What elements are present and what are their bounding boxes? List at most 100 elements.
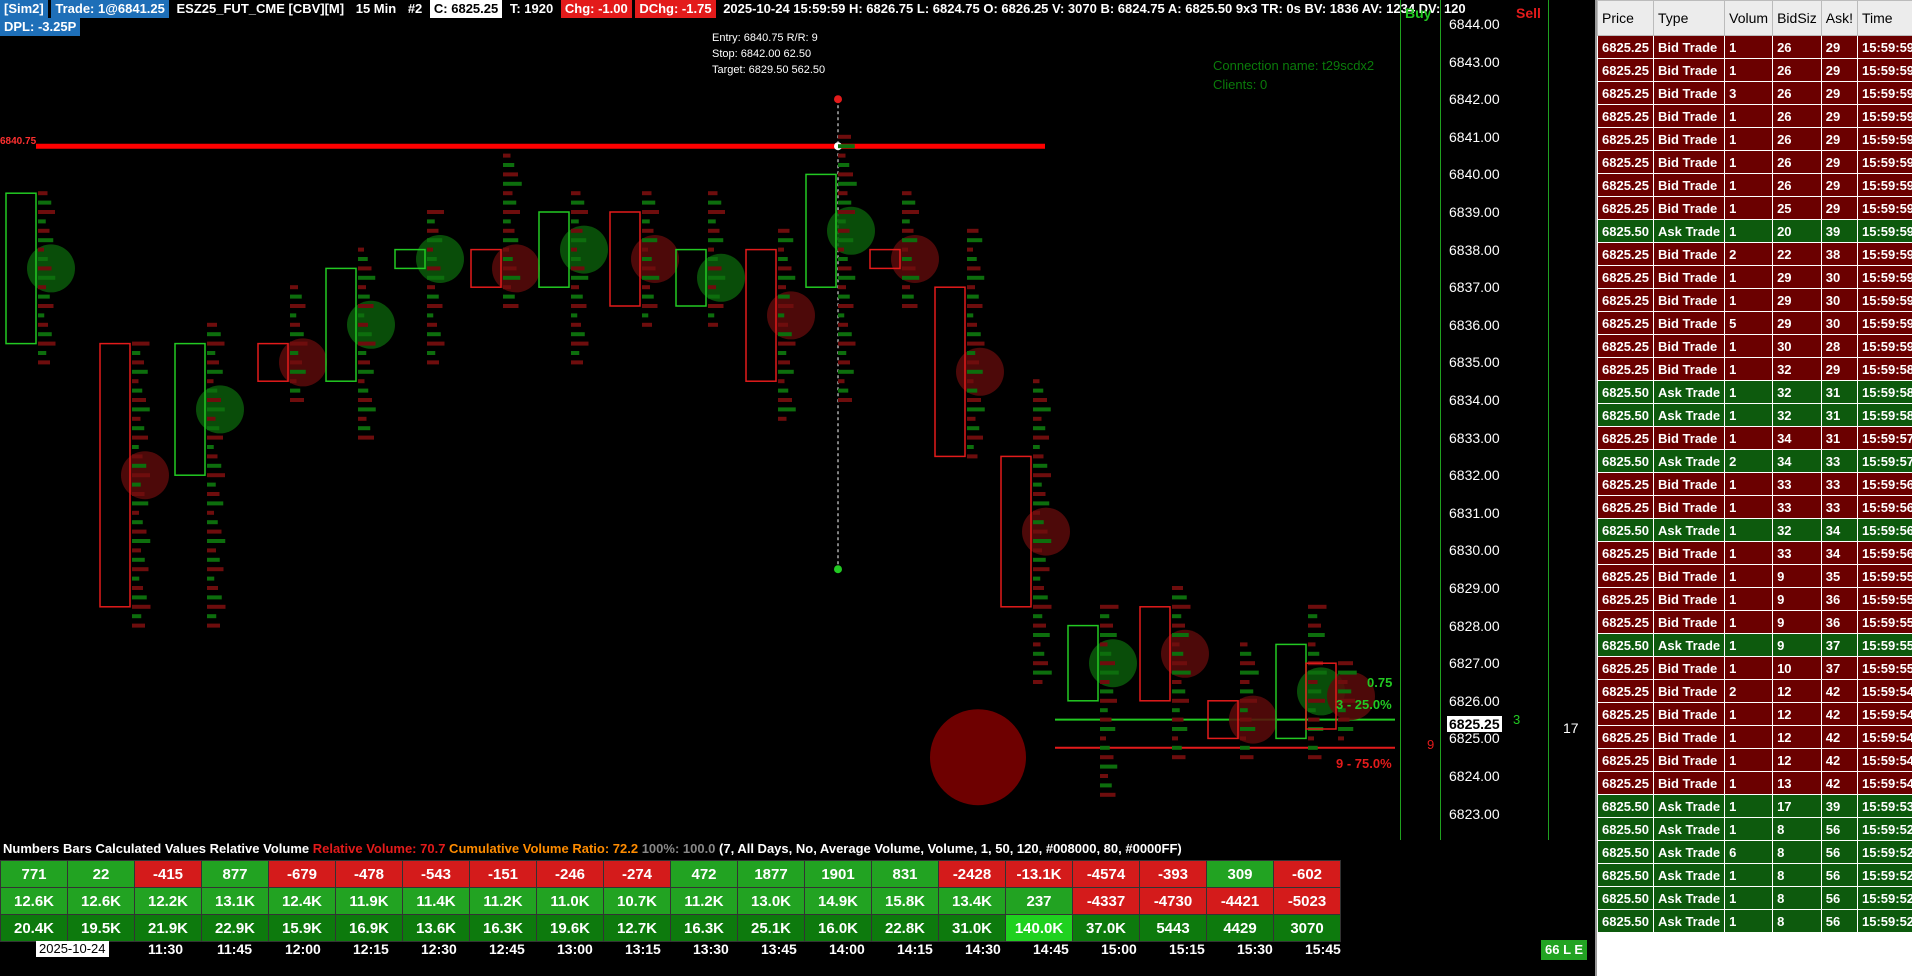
volume-profile-bar [132, 407, 150, 412]
volume-profile-bar [708, 313, 715, 318]
tns-row[interactable]: 6825.25 Bid Trade 1 29 30 15:59:59 [1597, 265, 1912, 289]
tns-row[interactable]: 6825.25 Bid Trade 1 25 29 15:59:59 [1597, 196, 1912, 220]
tns-row[interactable]: 6825.25 Bid Trade 1 30 28 15:59:59 [1597, 334, 1912, 358]
tns-row[interactable]: 6825.50 Ask Trade 1 32 31 15:59:58 [1597, 380, 1912, 404]
tns-header-asksize[interactable]: Ask! [1820, 0, 1859, 36]
volume-profile-bar [1240, 745, 1250, 750]
tns-row[interactable]: 6825.50 Ask Trade 1 8 56 15:59:52 [1597, 886, 1912, 910]
account-tag[interactable]: [Sim2] [0, 0, 48, 18]
volume-profile-bar [427, 294, 439, 299]
tns-type: Bid Trade [1652, 35, 1726, 59]
price-axis[interactable]: 6844.00 6843.00 6842.00 6841.00 6840.00 6839.… [1440, 0, 1600, 845]
tns-row[interactable]: 6825.50 Ask Trade 1 32 31 15:59:58 [1597, 403, 1912, 427]
volume-profile-bar [1172, 698, 1189, 703]
values-cell: 10.7K [603, 887, 671, 915]
volume-profile-bar [207, 501, 224, 506]
tns-header-volume[interactable]: Volum [1724, 0, 1774, 36]
tns-row[interactable]: 6825.25 Bid Trade 1 13 42 15:59:54 [1597, 771, 1912, 795]
tns-row[interactable]: 6825.25 Bid Trade 1 9 35 15:59:55 [1597, 564, 1912, 588]
values-cell: 15.9K [268, 914, 336, 942]
tns-row[interactable]: 6825.25 Bid Trade 1 9 36 15:59:55 [1597, 610, 1912, 634]
tns-row[interactable]: 6825.25 Bid Trade 1 32 29 15:59:58 [1597, 357, 1912, 381]
buy-order-count[interactable]: 3 [1513, 712, 1521, 727]
tns-row[interactable]: 6825.25 Bid Trade 2 12 42 15:59:54 [1597, 679, 1912, 703]
volume-profile-bar [571, 351, 580, 355]
tns-row[interactable]: 6825.50 Ask Trade 1 9 37 15:59:55 [1597, 633, 1912, 657]
tns-row[interactable]: 6825.50 Ask Trade 6 8 56 15:59:52 [1597, 840, 1912, 864]
tns-row[interactable]: 6825.50 Ask Trade 1 8 56 15:59:52 [1597, 909, 1912, 933]
tns-row[interactable]: 6825.50 Ask Trade 1 32 34 15:59:56 [1597, 518, 1912, 542]
tns-row[interactable]: 6825.25 Bid Trade 1 26 29 15:59:59 [1597, 173, 1912, 197]
tns-row[interactable]: 6825.25 Bid Trade 5 29 30 15:59:59 [1597, 311, 1912, 335]
volume-profile-bar [290, 341, 308, 346]
tns-row[interactable]: 6825.25 Bid Trade 3 26 29 15:59:59 [1597, 81, 1912, 105]
tns-header-price[interactable]: Price [1597, 0, 1654, 36]
tns-row[interactable]: 6825.25 Bid Trade 2 22 38 15:59:59 [1597, 242, 1912, 266]
price-axis-label: 6831.00 [1449, 504, 1500, 521]
volume-profile-bar [427, 341, 445, 346]
tns-row[interactable]: 6825.50 Ask Trade 1 8 56 15:59:52 [1597, 817, 1912, 841]
tns-price: 6825.25 [1597, 771, 1654, 795]
tns-header-type[interactable]: Type [1652, 0, 1726, 36]
tns-row[interactable]: 6825.50 Ask Trade 1 20 39 15:59:59 [1597, 219, 1912, 243]
tns-row[interactable]: 6825.25 Bid Trade 1 34 31 15:59:57 [1597, 426, 1912, 450]
tns-row[interactable]: 6825.25 Bid Trade 1 12 42 15:59:54 [1597, 702, 1912, 726]
time-and-sales-panel[interactable]: Price Type Volum BidSiz Ask! Time 6825.2… [1595, 0, 1912, 976]
tns-row[interactable]: 6825.25 Bid Trade 1 33 33 15:59:56 [1597, 472, 1912, 496]
le-badge[interactable]: 66 L E [1541, 940, 1588, 960]
volume-profile-bar [207, 463, 222, 468]
tns-row[interactable]: 6825.25 Bid Trade 1 26 29 15:59:59 [1597, 104, 1912, 128]
volume-profile-bar [132, 520, 143, 525]
tns-header-bidsize[interactable]: BidSiz [1772, 0, 1822, 36]
volume-profile-bar [708, 200, 722, 205]
buy-column-header[interactable]: Buy [1405, 5, 1432, 21]
values-cell: 4429 [1206, 914, 1274, 942]
tns-row[interactable]: 6825.25 Bid Trade 1 33 34 15:59:56 [1597, 541, 1912, 565]
tns-asksize: 36 [1820, 587, 1859, 611]
tns-price: 6825.50 [1597, 380, 1654, 404]
tns-row[interactable]: 6825.25 Bid Trade 1 29 30 15:59:59 [1597, 288, 1912, 312]
tns-price: 6825.25 [1597, 127, 1654, 151]
tns-price: 6825.25 [1597, 173, 1654, 197]
tns-volume: 2 [1724, 449, 1774, 473]
volume-profile-bar [571, 210, 588, 214]
volume-profile-bar [571, 257, 581, 261]
tns-row[interactable]: 6825.25 Bid Trade 1 26 29 15:59:59 [1597, 58, 1912, 82]
tns-row[interactable]: 6825.50 Ask Trade 1 8 56 15:59:52 [1597, 863, 1912, 887]
price-axis-label: 6829.00 [1449, 580, 1500, 596]
volume-profile-bar [1100, 764, 1118, 769]
volume-profile-bar [967, 257, 977, 261]
tns-row[interactable]: 6825.25 Bid Trade 1 33 33 15:59:56 [1597, 495, 1912, 519]
volume-profile-bar [207, 557, 220, 562]
tns-header-time[interactable]: Time [1856, 0, 1912, 36]
sell-order-count[interactable]: 9 [1427, 737, 1435, 752]
tns-type: Bid Trade [1652, 334, 1726, 358]
tns-row[interactable]: 6825.25 Bid Trade 1 9 36 15:59:55 [1597, 587, 1912, 611]
tns-row[interactable]: 6825.50 Ask Trade 1 17 39 15:59:53 [1597, 794, 1912, 818]
volume-profile-bar [1308, 642, 1316, 647]
values-cell: 12.6K [67, 887, 135, 915]
tns-bidsize: 34 [1772, 426, 1822, 450]
price-axis-label: 6828.00 [1449, 617, 1500, 634]
footprint-chart[interactable] [0, 0, 1440, 845]
tns-row[interactable]: 6825.25 Bid Trade 1 26 29 15:59:59 [1597, 127, 1912, 151]
tns-row[interactable]: 6825.25 Bid Trade 1 12 42 15:59:54 [1597, 748, 1912, 772]
tns-asksize: 35 [1820, 564, 1859, 588]
volume-profile-bar [708, 247, 714, 252]
volume-profile-bar [708, 294, 720, 299]
time-axis[interactable]: 11:30 11:45 12:00 12:15 12:30 12:45 13:00 13:15… [0, 940, 1400, 960]
tns-row[interactable]: 6825.50 Ask Trade 2 34 33 15:59:57 [1597, 449, 1912, 473]
trade-tag[interactable]: Trade: 1@6841.25 [51, 0, 169, 18]
volume-profile-bar [132, 623, 145, 628]
sell-column-header[interactable]: Sell [1516, 5, 1541, 21]
tns-row[interactable]: 6825.25 Bid Trade 1 10 37 15:59:55 [1597, 656, 1912, 680]
dpl-badge: DPL: -3.25P [0, 18, 81, 36]
volume-profile-bar [571, 322, 581, 327]
tns-row[interactable]: 6825.25 Bid Trade 1 12 42 15:59:54 [1597, 725, 1912, 749]
values-cell: 1877 [737, 860, 805, 888]
volume-profile-bar [1033, 576, 1041, 581]
tns-asksize: 56 [1820, 909, 1859, 933]
tns-row[interactable]: 6825.25 Bid Trade 1 26 29 15:59:59 [1597, 35, 1912, 59]
tns-row[interactable]: 6825.25 Bid Trade 1 26 29 15:59:59 [1597, 150, 1912, 174]
values-cell: 5443 [1139, 914, 1207, 942]
